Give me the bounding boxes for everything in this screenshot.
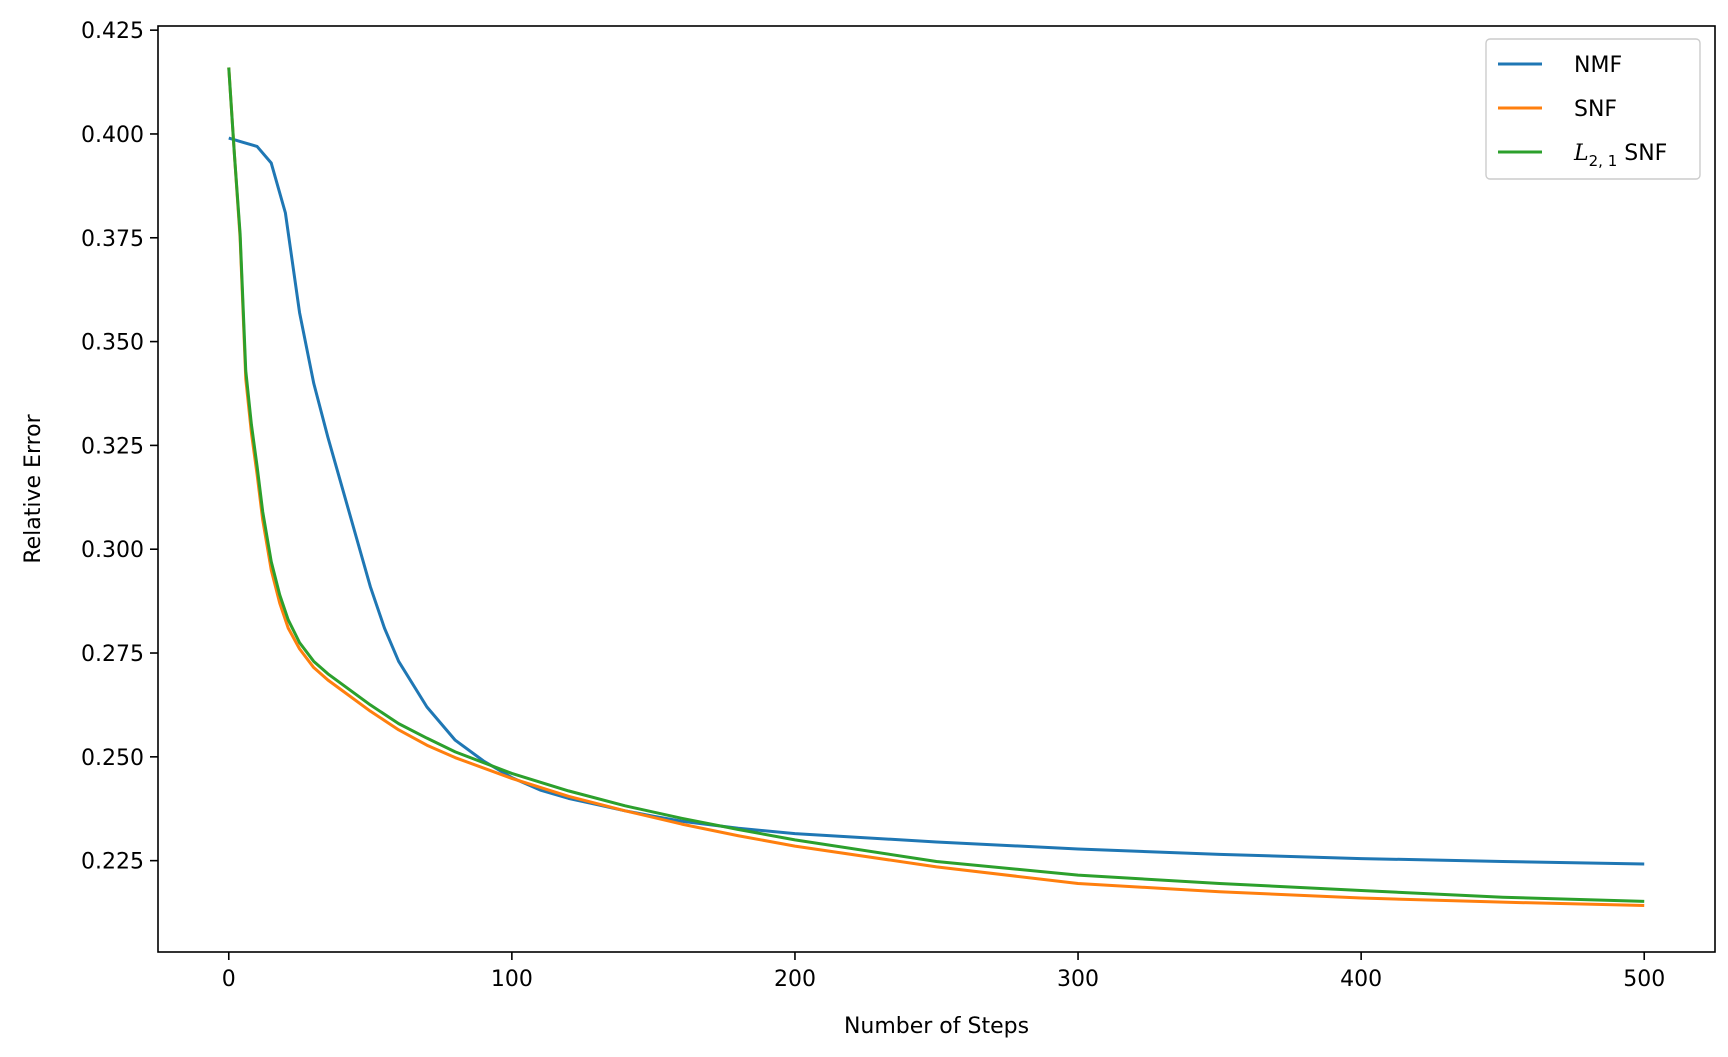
series-line-2 [227,67,1645,903]
x-tick-label: 100 [491,967,533,992]
series-line-0 [228,136,1645,866]
y-tick-label: 0.350 [81,331,144,356]
legend-label: L2, 1 SNF [1573,141,1667,170]
x-tick-label: 0 [222,967,236,992]
x-tick-label: 300 [1057,967,1099,992]
legend: NMF SNF L2, 1 SNF [1485,38,1701,180]
x-tick-label: 500 [1623,967,1665,992]
plot-frame [157,25,1716,953]
x-axis-label: Number of Steps [844,1014,1029,1039]
y-tick-label: 0.425 [81,19,144,44]
x-axis-ticks: 0 100 200 300 400 500 [222,952,1665,992]
x-tick-label: 400 [1340,967,1382,992]
series-layer [227,67,1645,907]
y-tick-label: 0.250 [81,746,144,771]
legend-label: SNF [1574,97,1617,122]
y-tick-label: 0.225 [81,850,144,875]
x-tick-label: 200 [774,967,816,992]
y-tick-label: 0.275 [81,642,144,667]
y-axis-ticks: 0.225 0.250 0.275 0.300 0.325 0.350 0.375 0.400… [81,19,158,875]
legend-box [1485,38,1701,180]
y-tick-label: 0.400 [81,123,144,148]
y-tick-label: 0.375 [81,227,144,252]
y-tick-label: 0.300 [81,538,144,563]
y-tick-label: 0.325 [81,434,144,459]
legend-label: NMF [1574,53,1622,78]
y-axis-label: Relative Error [21,413,46,563]
